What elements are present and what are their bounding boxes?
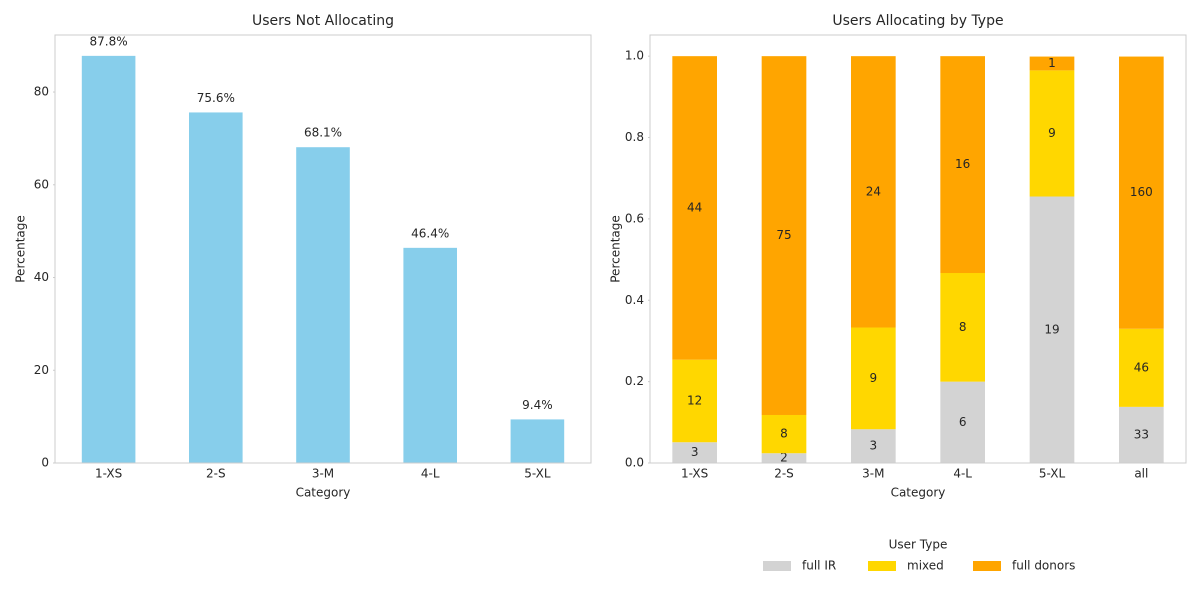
y-tick-label: 1.0 xyxy=(625,49,644,63)
bar xyxy=(296,147,350,464)
bar-segment xyxy=(1029,56,1075,71)
data-label: 160 xyxy=(1130,185,1153,199)
bar xyxy=(189,112,243,464)
legend-label: mixed xyxy=(907,559,944,573)
y-tick-label: 0.4 xyxy=(625,293,644,307)
y-tick-label: 0.2 xyxy=(625,374,644,388)
data-label: 87.8% xyxy=(90,34,128,48)
bar-segment xyxy=(940,273,985,382)
bar-segment xyxy=(672,359,717,443)
x-axis-label: Category xyxy=(891,486,946,500)
x-tick-label: 2-S xyxy=(206,467,226,481)
y-tick-label: 60 xyxy=(34,177,49,191)
data-label: 16 xyxy=(955,157,970,171)
legend-title: User Type xyxy=(889,538,948,552)
y-tick-label: 0 xyxy=(41,456,49,470)
data-label: 8 xyxy=(780,427,788,441)
x-tick-label: 5-XL xyxy=(1039,467,1066,481)
data-label: 75 xyxy=(776,228,791,242)
data-label: 2 xyxy=(780,451,788,465)
bar-segment xyxy=(672,56,717,360)
y-axis-label: Percentage xyxy=(14,215,28,283)
bar-segment xyxy=(761,414,807,454)
bar-segment xyxy=(672,442,717,463)
bar-segment xyxy=(761,453,807,463)
bar-segment xyxy=(940,56,985,274)
x-tick-label: 5-XL xyxy=(524,467,551,481)
x-tick-label: 4-L xyxy=(421,467,440,481)
data-label: 19 xyxy=(1044,322,1059,336)
x-tick-label: 1-XS xyxy=(681,467,708,481)
y-tick-label: 40 xyxy=(34,270,49,284)
plot-frame xyxy=(649,34,1187,464)
legend-swatch xyxy=(868,561,896,571)
bar xyxy=(403,247,457,463)
y-axis-label: Percentage xyxy=(609,215,623,283)
chart-title: Users Not Allocating xyxy=(252,13,394,29)
x-tick-label: 3-M xyxy=(862,467,884,481)
data-label: 46 xyxy=(1134,360,1149,374)
x-tick-label: 1-XS xyxy=(95,467,122,481)
data-label: 68.1% xyxy=(304,126,342,140)
data-label: 9.4% xyxy=(522,398,553,412)
y-tick-label: 80 xyxy=(34,85,49,99)
data-label: 24 xyxy=(866,184,881,198)
y-tick-label: 0.0 xyxy=(625,456,644,470)
legend-label: full donors xyxy=(1012,559,1075,573)
data-label: 46.4% xyxy=(411,226,449,240)
data-label: 9 xyxy=(870,371,878,385)
bar-segment xyxy=(1119,328,1164,407)
bar-segment xyxy=(851,327,896,430)
y-tick-label: 20 xyxy=(34,363,49,377)
data-label: 75.6% xyxy=(197,91,235,105)
data-label: 6 xyxy=(959,415,967,429)
x-tick-label: all xyxy=(1134,467,1148,481)
x-axis-label: Category xyxy=(296,486,351,500)
legend-swatch xyxy=(973,561,1001,571)
y-tick-label: 0.8 xyxy=(625,130,644,144)
data-label: 1 xyxy=(1048,56,1056,70)
data-label: 12 xyxy=(687,393,702,407)
bar-segment xyxy=(1119,56,1164,329)
data-label: 44 xyxy=(687,200,702,214)
data-label: 8 xyxy=(959,320,967,334)
y-tick-label: 0.6 xyxy=(625,211,644,225)
data-label: 3 xyxy=(870,439,878,453)
bar-segment xyxy=(1119,406,1164,463)
bar-segment xyxy=(851,429,896,463)
bar xyxy=(81,55,136,464)
bar xyxy=(510,419,565,463)
legend-swatch xyxy=(763,561,791,571)
bar-segment xyxy=(940,381,985,463)
bar-segment xyxy=(1029,70,1075,197)
bar-segment xyxy=(761,56,807,415)
x-tick-label: 3-M xyxy=(312,467,334,481)
data-label: 33 xyxy=(1134,427,1149,441)
data-label: 3 xyxy=(691,445,699,459)
x-tick-label: 2-S xyxy=(774,467,794,481)
x-tick-label: 4-L xyxy=(953,467,972,481)
chart-title: Users Allocating by Type xyxy=(832,13,1003,29)
data-label: 9 xyxy=(1048,126,1056,140)
bar-segment xyxy=(1029,196,1075,464)
bar-segment xyxy=(851,56,896,328)
legend-label: full IR xyxy=(802,559,836,573)
plot-frame xyxy=(54,34,592,464)
